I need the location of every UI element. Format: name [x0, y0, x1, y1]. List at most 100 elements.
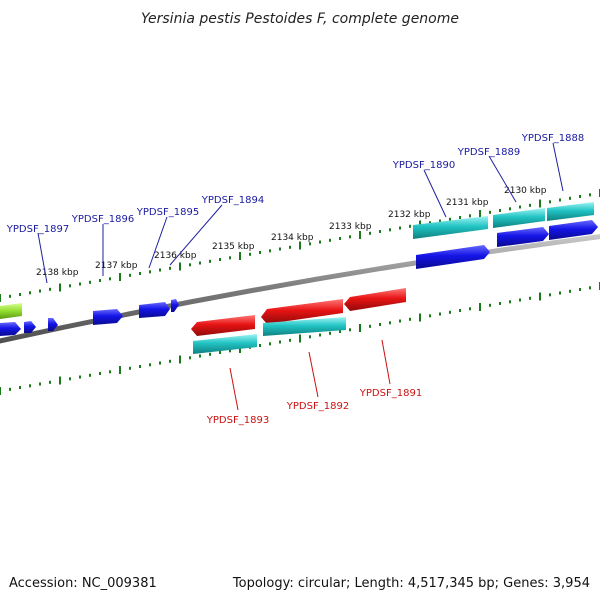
cds-ypdsf-1890[interactable]	[416, 245, 490, 269]
inner-ring-tick	[149, 363, 151, 367]
leader-ypdsf-1889	[488, 155, 517, 203]
inner-ring-tick	[159, 361, 161, 365]
inner-ring-tick	[529, 296, 531, 300]
gene-feature-ypdsf-1892[interactable]	[263, 317, 346, 336]
inner-ring-tick	[139, 365, 141, 368]
inner-ring-tick	[399, 319, 401, 323]
inner-ring-tick	[279, 340, 281, 344]
inner-ring-tick	[299, 334, 301, 343]
outer-ring-tick	[499, 209, 501, 212]
inner-ring-tick	[169, 359, 171, 363]
inner-ring-tick	[39, 382, 41, 386]
inner-ring-tick	[79, 375, 81, 379]
inner-ring-tick	[229, 349, 231, 353]
cds-ypdsf-1888[interactable]	[549, 220, 598, 240]
forward-cds-track	[0, 220, 598, 336]
outer-ring-tick	[89, 280, 91, 284]
outer-ring-tick	[509, 207, 511, 211]
tick-labels: 2130 kbp 2131 kbp 2132 kbp 2133 kbp 2134…	[36, 186, 547, 278]
tick-label-2131: 2131 kbp	[446, 198, 489, 208]
inner-ring-tick	[509, 300, 511, 304]
label-ypdsf-1894[interactable]: YPDSF_1894	[201, 195, 264, 206]
gene-feature-ypdsf-1893[interactable]	[193, 334, 257, 354]
tick-label-2138: 2138 kbp	[36, 268, 79, 278]
outer-ring-tick	[529, 203, 531, 207]
outer-ring-tick	[579, 195, 581, 198]
cds-left-edge-a[interactable]	[24, 321, 36, 333]
outer-ring-tick	[309, 242, 311, 246]
outer-ring-tick	[179, 262, 181, 271]
gene-feature-ypdsf-1889[interactable]	[493, 208, 545, 228]
leader-ypdsf-1891	[381, 339, 391, 385]
outer-ring-tick	[269, 249, 271, 253]
cds-ypdsf-1892[interactable]	[261, 299, 343, 324]
inner-ring-tick	[29, 384, 31, 388]
outer-ring-tick	[359, 231, 361, 239]
leader-ypdsf-1895	[148, 216, 168, 269]
cds-ypdsf-1895[interactable]	[139, 302, 170, 318]
label-ypdsf-1896[interactable]: YPDSF_1896	[71, 214, 134, 225]
label-ypdsf-1888[interactable]: YPDSF_1888	[521, 133, 584, 144]
inner-tick-ring	[0, 282, 600, 395]
outer-ring-tick	[129, 273, 131, 277]
label-ypdsf-1893[interactable]: YPDSF_1893	[206, 415, 269, 426]
outer-ring-tick	[39, 289, 41, 293]
outer-ring-tick	[189, 263, 191, 267]
cds-ypdsf-1897[interactable]	[48, 318, 58, 331]
label-ypdsf-1892[interactable]: YPDSF_1892	[286, 401, 349, 412]
leader-ypdsf-1892	[308, 351, 319, 398]
inner-ring-tick	[439, 312, 441, 316]
forward-gene-features	[413, 202, 594, 239]
outer-ring-tick	[19, 293, 21, 296]
outer-ring-tick	[429, 221, 431, 225]
outer-ring-tick	[199, 261, 201, 265]
tick-label-2137: 2137 kbp	[95, 261, 138, 271]
inner-ring-tick	[59, 376, 61, 385]
label-ypdsf-1897[interactable]: YPDSF_1897	[6, 224, 69, 235]
inner-ring-tick	[99, 372, 101, 375]
cds-ypdsf-1896[interactable]	[93, 309, 123, 325]
outer-ring-tick	[469, 214, 471, 218]
label-ypdsf-1895[interactable]: YPDSF_1895	[136, 207, 199, 218]
leader-ypdsf-1893	[229, 367, 239, 411]
cds-ypdsf-1893[interactable]	[191, 315, 255, 336]
inner-ring-tick	[189, 356, 191, 360]
outer-ring-tick	[459, 216, 461, 219]
tick-label-2133: 2133 kbp	[329, 222, 372, 232]
inner-ring-tick	[339, 330, 341, 333]
inner-ring-tick	[579, 288, 581, 291]
cds-ypdsf-1894[interactable]	[171, 299, 179, 312]
inner-ring-tick	[449, 310, 451, 314]
outer-ring-tick	[519, 205, 521, 209]
outer-ring-tick	[239, 252, 241, 260]
label-ypdsf-1890[interactable]: YPDSF_1890	[392, 160, 455, 171]
outer-ring-tick	[539, 199, 541, 208]
genome-summary-text: Topology: circular; Length: 4,517,345 bp…	[232, 576, 590, 591]
label-ypdsf-1891[interactable]: YPDSF_1891	[359, 388, 422, 399]
outer-ring-tick	[229, 256, 231, 260]
inner-ring-tick	[319, 333, 321, 337]
inner-ring-tick	[569, 289, 571, 293]
outer-ring-tick	[69, 284, 71, 288]
cds-left-edge-b[interactable]	[0, 322, 21, 336]
outer-ring-tick	[49, 287, 51, 291]
map-title: Yersinia pestis Pestoides F, complete ge…	[141, 11, 459, 27]
inner-ring-tick	[19, 386, 21, 389]
outer-ring-tick	[209, 259, 211, 263]
tick-label-2132: 2132 kbp	[388, 210, 431, 220]
inner-ring-tick	[409, 317, 411, 321]
other-feature-left-edge[interactable]	[0, 303, 22, 319]
gene-feature-ypdsf-1888[interactable]	[547, 202, 594, 221]
tick-label-2130: 2130 kbp	[504, 186, 547, 196]
outer-ring-tick	[119, 273, 121, 281]
inner-ring-tick	[329, 331, 331, 335]
inner-ring-tick	[369, 324, 371, 328]
outer-ring-tick	[99, 279, 101, 282]
cds-ypdsf-1891[interactable]	[344, 288, 406, 311]
inner-ring-tick	[359, 324, 361, 332]
label-ypdsf-1889[interactable]: YPDSF_1889	[457, 147, 520, 158]
inner-ring-tick	[559, 291, 561, 295]
gene-feature-ypdsf-1890[interactable]	[413, 216, 488, 239]
leader-ypdsf-1894	[169, 204, 223, 266]
cds-ypdsf-1889[interactable]	[497, 227, 549, 247]
